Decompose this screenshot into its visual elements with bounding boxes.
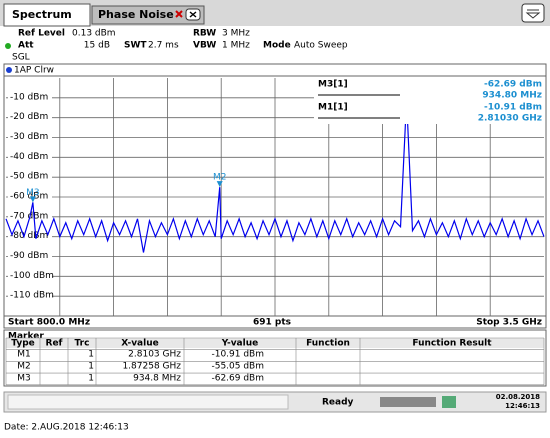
setting-label: VBW	[193, 41, 216, 51]
pin-icon	[175, 10, 183, 18]
table-header: Ref	[46, 339, 63, 349]
readout-name: M3[1]	[318, 80, 348, 90]
tick-label-bg	[8, 171, 52, 182]
trace	[5, 99, 545, 253]
setting-label: Ref Level	[18, 29, 65, 39]
table-cell: 1.87258 GHz	[122, 362, 181, 372]
setting-label: SWT	[124, 41, 147, 51]
status-dot	[5, 43, 11, 49]
setting-value: Auto Sweep	[294, 41, 348, 51]
setting-value: 0.13 dBm	[72, 29, 116, 39]
table-header: X-value	[121, 339, 158, 349]
table-cell: -10.91 dBm	[211, 350, 264, 360]
table-cell: 1	[88, 362, 94, 372]
setting-value: 3 MHz	[222, 29, 250, 39]
y-tick-label: -70 dBm	[10, 211, 48, 221]
tick-label-bg	[8, 250, 52, 261]
stop-label: Stop 3.5 GHz	[476, 318, 542, 328]
table-cell: 2.8103 GHz	[128, 350, 181, 360]
table-header: Function	[306, 339, 350, 349]
y-tick-label: -60 dBm	[10, 192, 48, 202]
table-cell: M1	[17, 350, 31, 360]
setting-value: 1 MHz	[222, 41, 250, 51]
marker-label: M2	[213, 173, 227, 183]
y-tick-label: -50 dBm	[10, 172, 48, 182]
y-tick-label: -100 dBm	[10, 271, 54, 281]
footer: Date: 2.AUG.2018 12:46:13	[4, 423, 129, 433]
setting-value: SGL	[12, 53, 30, 63]
readout-x: 934.80 MHz	[482, 91, 542, 101]
start-label: Start 800.0 MHz	[8, 318, 90, 328]
tab-phase-noise[interactable]	[91, 5, 205, 25]
status-date: 02.08.2018	[496, 393, 540, 401]
table-cell: 1	[88, 350, 94, 360]
status-ready: Ready	[322, 398, 354, 408]
readout-x: 2.81030 GHz	[478, 114, 542, 124]
table-cell: M2	[17, 362, 31, 372]
table-cell: -62.69 dBm	[211, 374, 264, 384]
plot: -10 dBm -20 dBm -30 dBm -40 dBm -50 dBm -60 d…	[5, 78, 545, 316]
y-tick-label: -110 dBm	[10, 291, 54, 301]
y-tick-label: -20 dBm	[10, 112, 48, 122]
readout-bg	[314, 78, 544, 124]
tab-label: Phase Noise	[98, 8, 174, 21]
readout-y: -62.69 dBm	[484, 80, 542, 90]
setting-value: 15 dB	[84, 41, 110, 51]
tick-label-bg	[8, 131, 52, 142]
table-header: Trc	[75, 339, 90, 349]
setting-label: Mode	[263, 41, 291, 51]
points-label: 691 pts	[253, 318, 291, 328]
marker	[216, 181, 223, 188]
y-tick-label: -90 dBm	[10, 251, 48, 261]
marker-label: M3	[26, 188, 40, 198]
y-tick-label: -10 dBm	[10, 92, 48, 102]
readout-y: -10.91 dBm	[484, 103, 542, 113]
table-header-bg	[6, 338, 544, 348]
marker	[29, 196, 36, 203]
tick-label-bg	[8, 290, 52, 301]
menu-icon	[525, 9, 541, 19]
tab-label: Spectrum	[12, 8, 72, 21]
table-cell: M3	[17, 374, 31, 384]
table-title: Marker	[8, 332, 44, 342]
table-body: Type Ref Trc X-value Y-value Function Function…	[5, 337, 545, 386]
progress	[380, 397, 436, 407]
tab-spectrum[interactable]	[3, 3, 91, 27]
y-tick-label: -40 dBm	[10, 152, 48, 162]
table-header: Type	[11, 339, 34, 349]
tick-label-bg	[8, 270, 52, 281]
tick-label-bg	[8, 191, 52, 201]
trace-label: 1AP Clrw	[14, 66, 54, 76]
table-cell: 934.8 MHz	[133, 374, 181, 384]
table-cell: 1	[88, 374, 94, 384]
setting-value: 2.7 ms	[148, 41, 179, 51]
table-cell: -55.05 dBm	[211, 362, 264, 372]
setting-label: RBW	[193, 29, 216, 39]
status-icon	[442, 396, 456, 408]
status-field	[7, 394, 289, 410]
tick-label-bg	[8, 91, 52, 102]
y-tick-label: -30 dBm	[10, 132, 48, 142]
tick-label-bg	[8, 111, 52, 122]
trace-dot	[6, 67, 12, 73]
setting-label: Att	[18, 41, 34, 51]
readout-name: M1[1]	[318, 103, 348, 113]
y-tick-label: -80 dBm	[10, 231, 48, 241]
status-time: 12:46:13	[505, 402, 540, 410]
table-header: Y-value	[221, 339, 258, 349]
table-header: Function Result	[412, 339, 492, 349]
tick-label-bg	[8, 230, 52, 241]
tick-label-bg	[8, 151, 52, 162]
close-icon	[189, 11, 197, 18]
